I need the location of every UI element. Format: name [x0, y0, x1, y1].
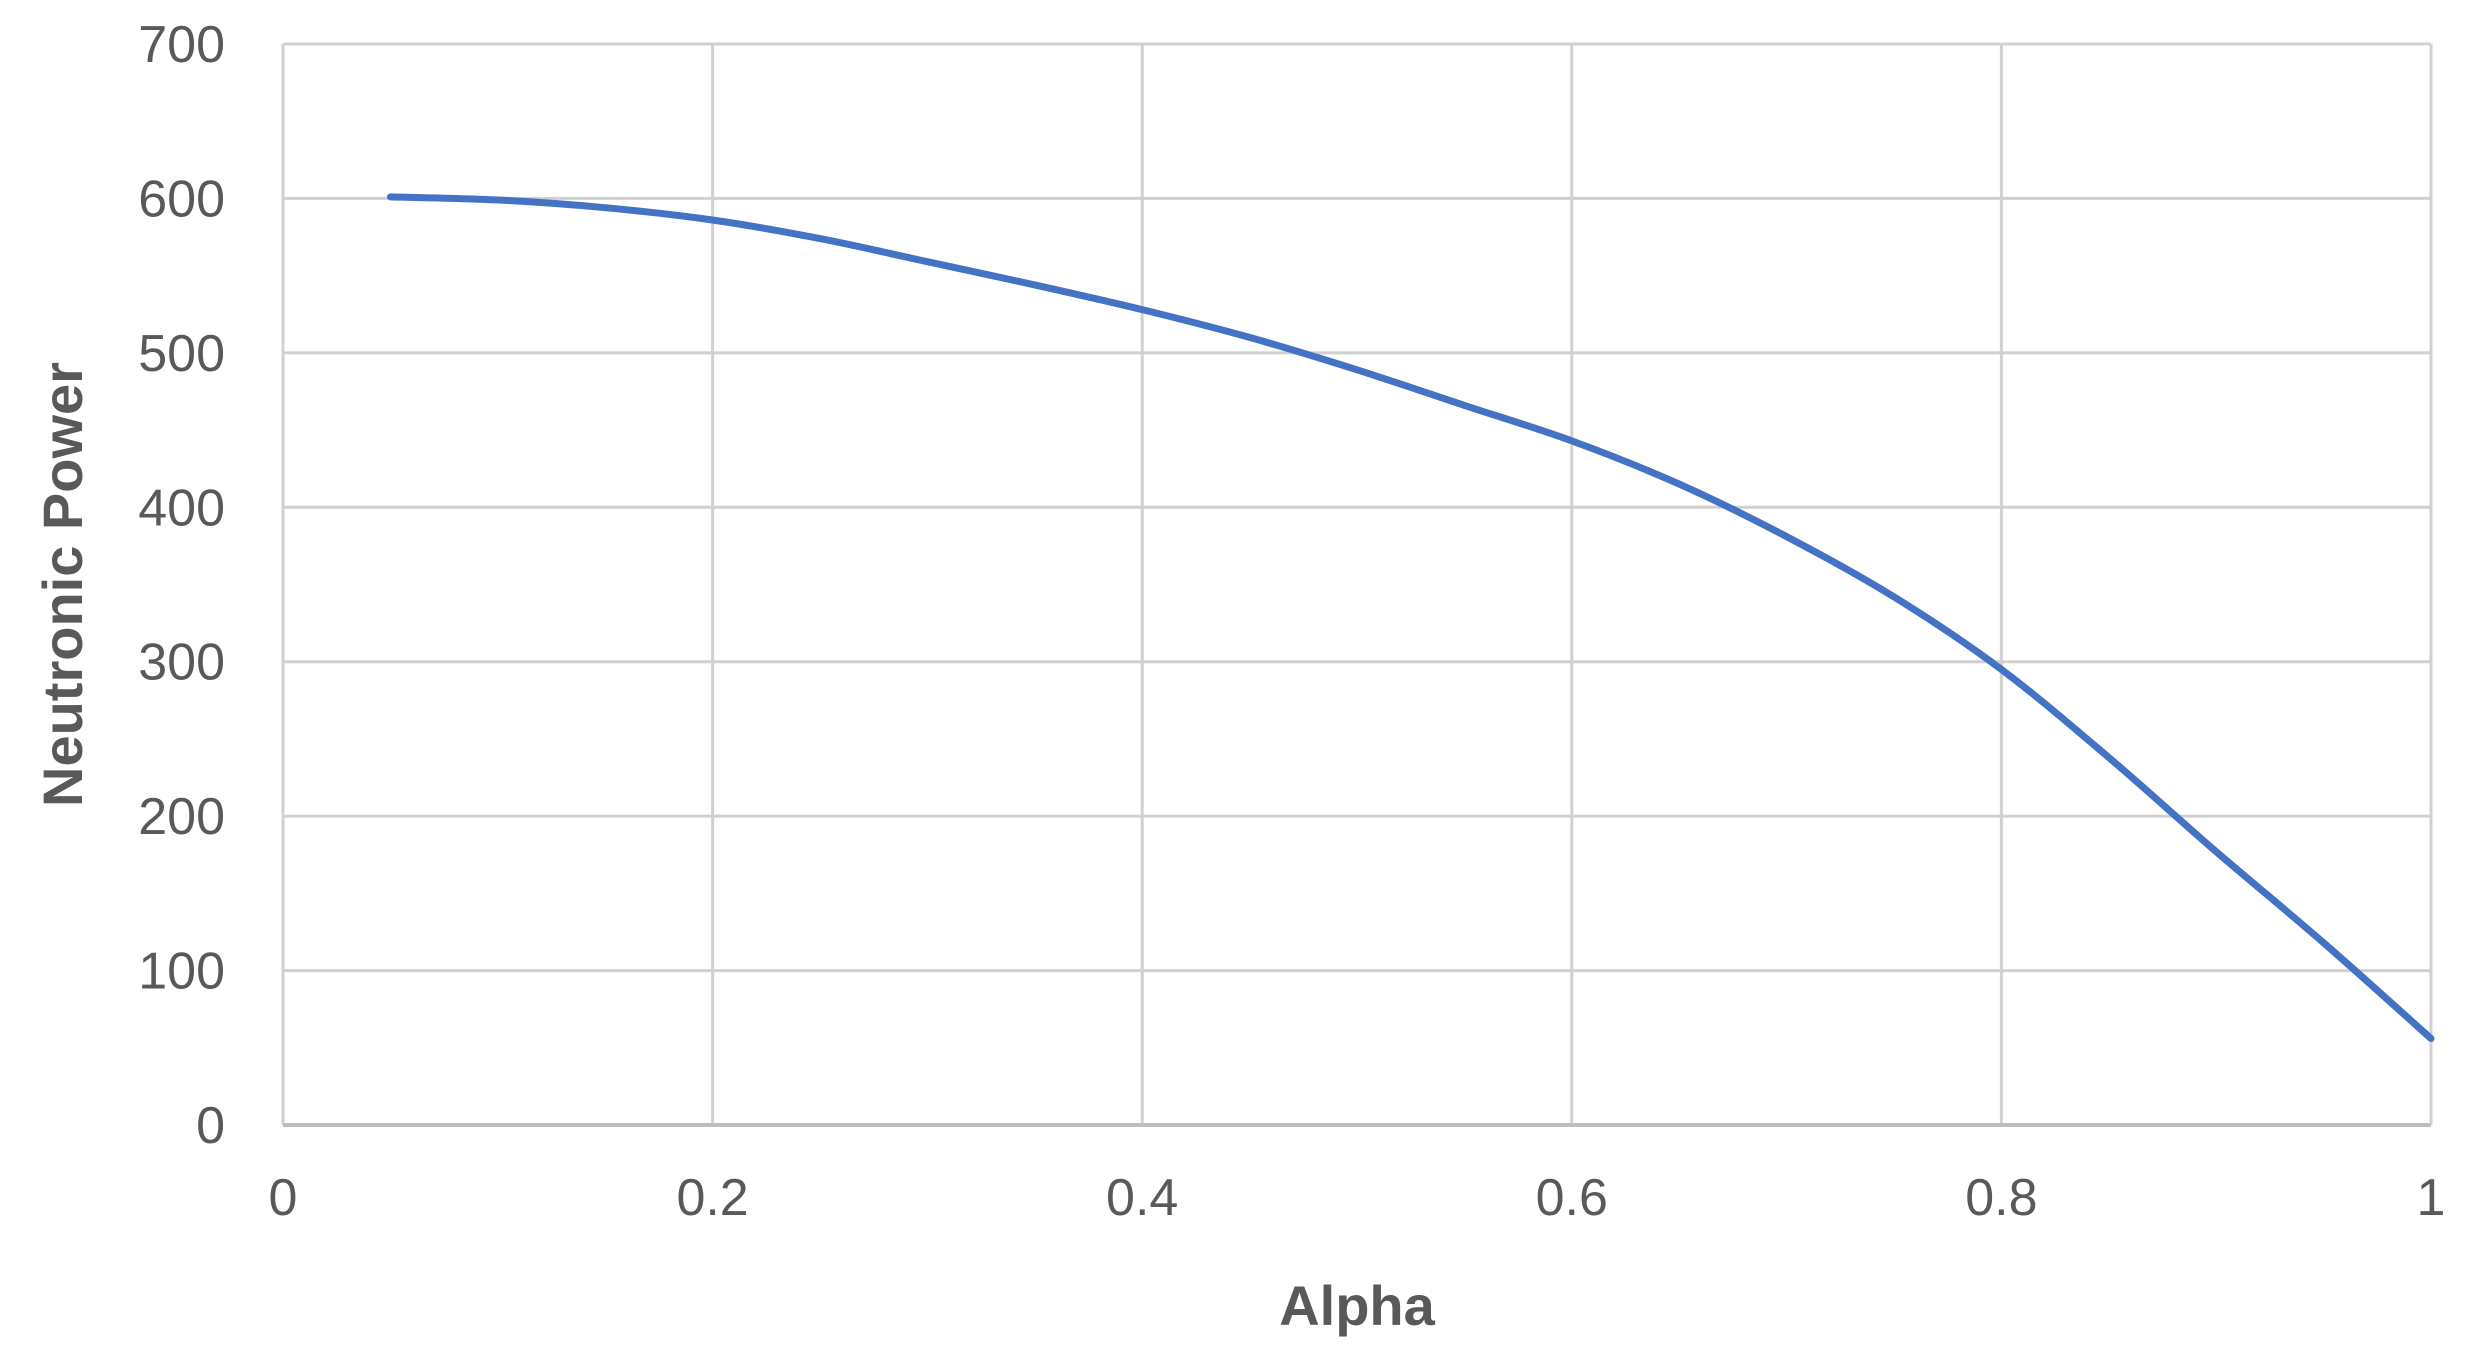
y-tick-label: 100 — [138, 943, 225, 1001]
series-line — [386, 193, 2435, 1042]
y-tick-label: 500 — [138, 325, 225, 383]
x-tick-label: 0.8 — [1965, 1169, 2037, 1227]
x-tick-label: 1 — [2417, 1169, 2446, 1227]
y-tick-label: 700 — [138, 16, 225, 74]
x-tick-label: 0.6 — [1536, 1169, 1608, 1227]
y-tick-label: 0 — [196, 1097, 225, 1155]
y-tick-label: 600 — [138, 170, 225, 228]
y-tick-label: 200 — [138, 788, 225, 846]
y-tick-label: 400 — [138, 479, 225, 537]
series-layer — [386, 193, 2435, 1042]
x-tick-label: 0 — [269, 1169, 298, 1227]
x-tick-label: 0.4 — [1106, 1169, 1178, 1227]
x-tick-label: 0.2 — [676, 1169, 748, 1227]
gridlines — [281, 42, 2433, 1125]
y-axis-title: Neutronic Power — [31, 362, 94, 807]
y-tick-label: 300 — [138, 634, 225, 692]
tick-labels: 0 100 200 300 400 500 600 700 0 0.2 0.4 0.6 0.8 1 — [138, 16, 2445, 1227]
x-axis-title: Alpha — [1279, 1274, 1435, 1337]
